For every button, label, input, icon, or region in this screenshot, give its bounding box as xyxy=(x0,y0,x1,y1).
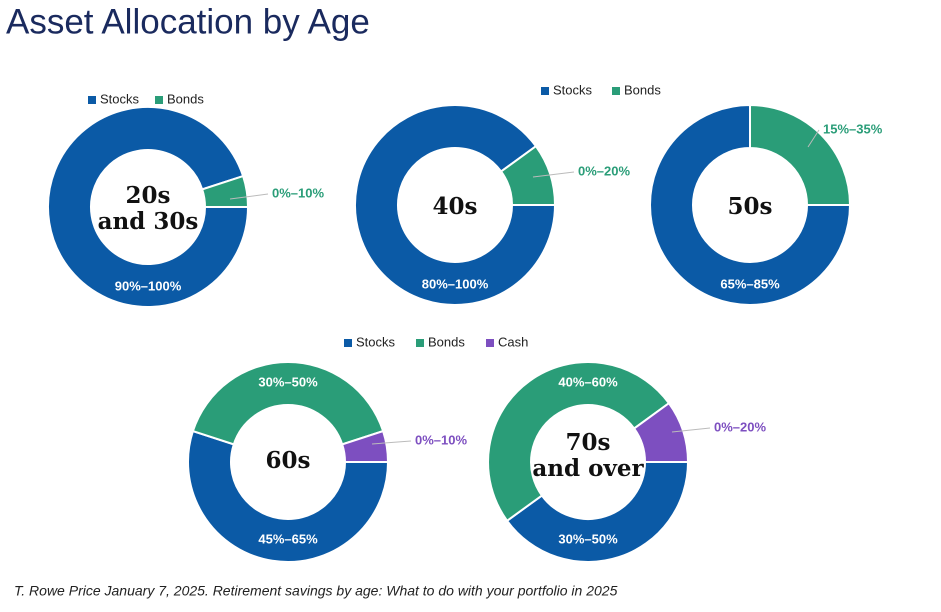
leader-line xyxy=(807,129,820,148)
center-label: 60s xyxy=(266,447,311,474)
center-label: and over xyxy=(532,455,644,482)
center-label: and 30s xyxy=(98,208,199,235)
source-note: T. Rowe Price January 7, 2025. Retiremen… xyxy=(14,583,618,599)
leader-line xyxy=(671,427,711,433)
value-label: 30%–50% xyxy=(558,531,618,546)
legend-swatch xyxy=(486,339,494,347)
legend-label: Stocks xyxy=(553,82,593,97)
leader-line xyxy=(229,193,269,200)
donut-slice xyxy=(499,144,557,206)
value-label: 90%–100% xyxy=(115,278,182,293)
donut-slice xyxy=(354,104,557,306)
value-label: 80%–100% xyxy=(422,276,489,291)
legend-swatch xyxy=(155,96,163,104)
donut-slice xyxy=(632,401,690,463)
legend-swatch xyxy=(88,96,96,104)
legend-label: Stocks xyxy=(356,334,396,349)
legend-label: Cash xyxy=(498,334,528,349)
leader-line xyxy=(371,440,412,445)
legend-label: Stocks xyxy=(100,91,140,106)
value-label: 0%–10% xyxy=(415,432,467,447)
value-label: 15%–35% xyxy=(823,121,883,136)
legend-swatch xyxy=(541,87,549,95)
donut-slice xyxy=(191,361,385,446)
legend-swatch xyxy=(612,87,620,95)
center-label: 40s xyxy=(433,193,478,220)
legend-label: Bonds xyxy=(167,91,204,106)
donut-slice xyxy=(749,103,852,206)
center-label: 70s xyxy=(566,429,611,456)
leader-line xyxy=(532,171,575,178)
donut-slice xyxy=(200,174,250,208)
value-label: 45%–65% xyxy=(258,531,318,546)
legend-swatch xyxy=(416,339,424,347)
value-label: 65%–85% xyxy=(720,276,780,291)
legend-label: Bonds xyxy=(428,334,465,349)
donut-slice xyxy=(340,429,390,463)
center-label: 50s xyxy=(728,193,773,220)
legend-swatch xyxy=(344,339,352,347)
legend-label: Bonds xyxy=(624,82,661,97)
center-label: 20s xyxy=(126,182,171,209)
value-label: 0%–10% xyxy=(272,185,324,200)
donut-slice xyxy=(505,461,690,563)
value-label: 30%–50% xyxy=(258,374,318,389)
donut-slice xyxy=(47,106,250,308)
donut-slice xyxy=(187,429,390,563)
page-title: Asset Allocation by Age xyxy=(6,2,370,41)
value-label: 0%–20% xyxy=(578,163,630,178)
donut-slice xyxy=(487,361,671,523)
donut-slice xyxy=(649,103,852,306)
value-label: 0%–20% xyxy=(714,419,766,434)
value-label: 40%–60% xyxy=(558,374,618,389)
